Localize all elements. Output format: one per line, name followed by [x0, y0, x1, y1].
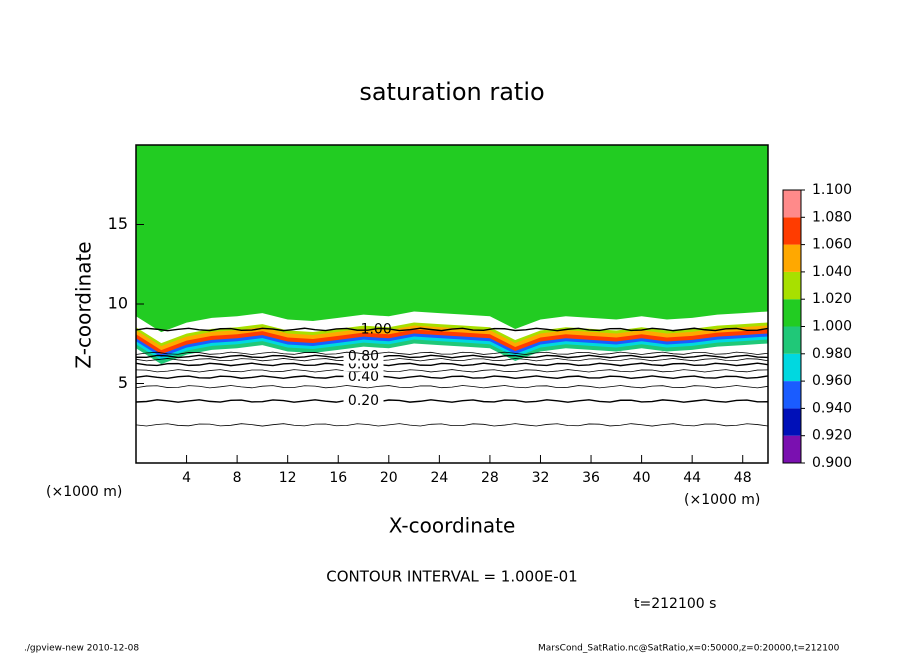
x-tick-label: 48	[734, 470, 752, 486]
colorbar-label: 1.020	[812, 291, 852, 307]
colorbar-bin	[783, 217, 801, 245]
colorbar-bin	[783, 190, 801, 218]
x-tick-label: 8	[233, 470, 242, 486]
contour-line	[135, 423, 769, 427]
colorbar-label: 0.960	[812, 373, 852, 389]
colorbar-label: 1.000	[812, 319, 852, 335]
x-tick-label: 20	[380, 470, 398, 486]
colorbar-label: 1.060	[812, 237, 852, 253]
y-axis-label: Z-coordinate	[72, 241, 96, 368]
contour-label-bg	[343, 393, 384, 408]
x-tick-label: 44	[683, 470, 701, 486]
colorbar-bin	[783, 408, 801, 436]
colorbar-label: 1.040	[812, 264, 852, 280]
contour-line	[135, 369, 769, 373]
colorbar-bin	[783, 381, 801, 409]
colorbar-bin	[783, 353, 801, 382]
contour-line	[135, 327, 769, 332]
colorbar-label: 0.900	[812, 455, 852, 471]
contour-line	[135, 375, 769, 380]
x-tick-label: 40	[633, 470, 651, 486]
y-tick-label: 10	[108, 294, 128, 313]
contour-label: 0.80	[348, 348, 379, 364]
x-tick-label: 16	[329, 470, 347, 486]
x-tick-label: 24	[430, 470, 448, 486]
colorbar-label: 1.100	[812, 182, 852, 198]
contour-interval: CONTOUR INTERVAL = 1.000E-01	[326, 568, 577, 586]
colorbar-bin	[783, 326, 801, 354]
colorbar-label: 0.940	[812, 400, 852, 416]
colorbar-bin	[783, 244, 801, 272]
contour-label: 1.00	[361, 321, 392, 337]
x-tick-label: 12	[279, 470, 297, 486]
footer-left: ./gpview-new 2010-12-08	[24, 644, 139, 654]
contour-label: 0.40	[348, 369, 379, 385]
colorbar-label: 0.920	[812, 428, 852, 444]
contour-line	[135, 351, 769, 355]
x-tick-label: 32	[532, 470, 550, 486]
colorbar-bin	[783, 435, 801, 463]
contour-line	[135, 399, 769, 403]
time-label: t=212100 s	[634, 596, 716, 612]
colorbar-label: 0.980	[812, 346, 852, 362]
x-axis-label: X-coordinate	[389, 514, 516, 538]
x-tick-label: 36	[582, 470, 600, 486]
contour-label-bg	[343, 370, 384, 385]
contour-line	[135, 362, 769, 367]
y-tick-label: 15	[108, 214, 128, 233]
contour-line	[135, 385, 769, 389]
colorbar-label: 1.080	[812, 209, 852, 225]
footer-right: MarsCond_SatRatio.nc@SatRatio,x=0:50000,…	[538, 644, 840, 654]
contour-line	[135, 358, 769, 362]
saturated-region	[136, 145, 768, 333]
x-unit-left: (×1000 m)	[46, 484, 122, 500]
colorbar-bin	[783, 299, 801, 327]
y-tick-label: 5	[118, 373, 128, 392]
x-tick-label: 4	[182, 470, 191, 486]
contour-line	[135, 354, 769, 359]
colorbar-bin	[783, 271, 801, 300]
chart-title: saturation ratio	[359, 78, 544, 106]
x-tick-label: 28	[481, 470, 499, 486]
contour-label: 0.20	[348, 393, 379, 409]
x-unit-right: (×1000 m)	[684, 492, 760, 508]
